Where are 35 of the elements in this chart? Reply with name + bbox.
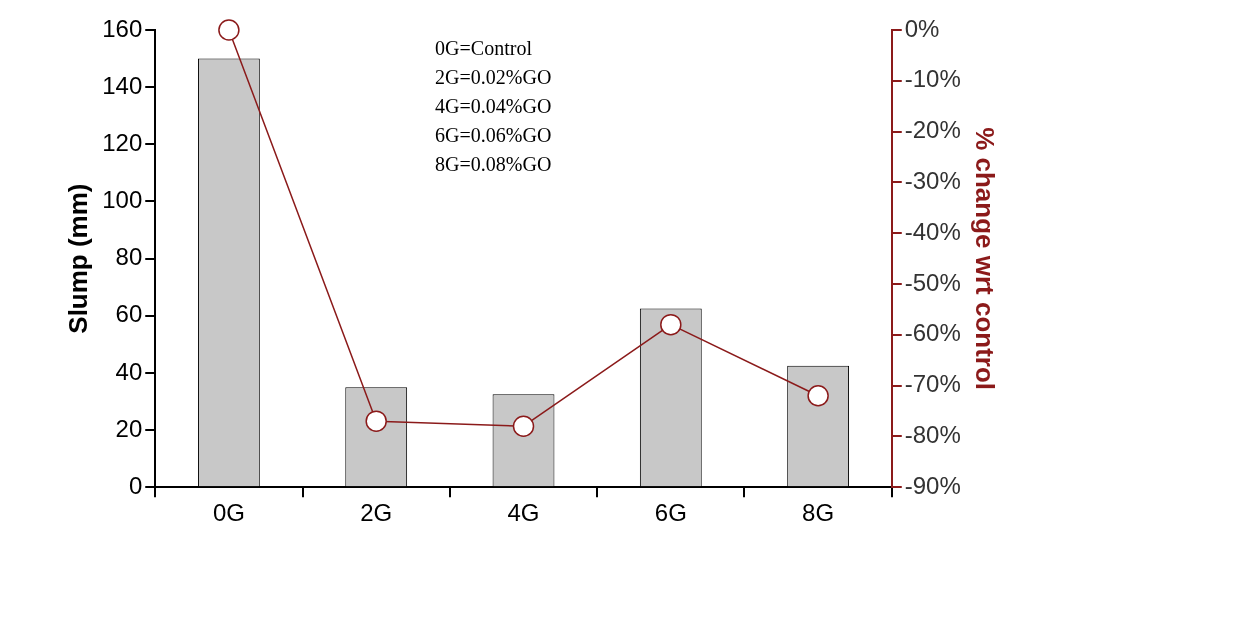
annotation: 0G=Control bbox=[435, 37, 533, 60]
y-tick-label: 140 bbox=[102, 71, 143, 99]
x-tick-label: 4G bbox=[507, 499, 540, 527]
y-tick-label: 40 bbox=[115, 357, 143, 385]
y-tick-label: 100 bbox=[102, 186, 143, 214]
x-tick-label: 2G bbox=[360, 499, 393, 527]
y2-tick-label: 0% bbox=[904, 14, 940, 42]
y2-tick-label: -10% bbox=[904, 65, 961, 93]
annotation: 2G=0.02%GO bbox=[435, 66, 552, 89]
annotation: 8G=0.08%GO bbox=[435, 153, 552, 176]
point bbox=[660, 313, 682, 336]
point bbox=[807, 385, 829, 407]
point bbox=[512, 415, 535, 437]
x-tick-label: 0G bbox=[212, 499, 245, 527]
annotation: 6G=0.06%GO bbox=[435, 124, 552, 147]
y2-tick-label: -70% bbox=[904, 370, 961, 398]
x-tick-label: 6G bbox=[654, 499, 687, 527]
y-tick-label: 60 bbox=[115, 300, 143, 328]
y2-axis-title: % change wrt control bbox=[970, 127, 1001, 391]
annotation: 4G=0.04%GO bbox=[435, 95, 552, 118]
point bbox=[365, 410, 387, 432]
y2-tick-label: -40% bbox=[904, 217, 961, 245]
y-tick-label: 120 bbox=[102, 128, 143, 156]
y-axis-title: Slump (mm) bbox=[62, 183, 93, 334]
y2-tick-label: -80% bbox=[904, 421, 961, 449]
y2-tick-label: -90% bbox=[904, 471, 961, 499]
y-tick-label: 80 bbox=[115, 243, 143, 271]
y2-tick-label: -30% bbox=[904, 167, 961, 195]
y2-tick-label: -60% bbox=[904, 319, 961, 347]
y-tick-label: 160 bbox=[102, 14, 143, 42]
y2-tick-label: -50% bbox=[904, 268, 961, 296]
y-tick-label: 20 bbox=[115, 414, 143, 442]
y2-tick-label: -20% bbox=[904, 116, 961, 144]
x-tick-label: 8G bbox=[802, 499, 835, 527]
y-tick-label: 0 bbox=[128, 471, 143, 499]
